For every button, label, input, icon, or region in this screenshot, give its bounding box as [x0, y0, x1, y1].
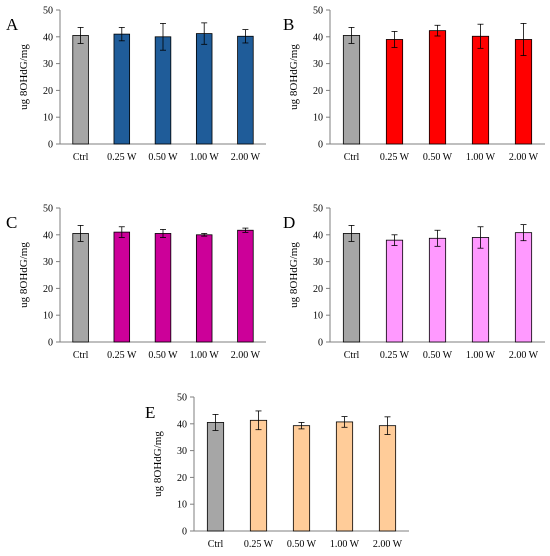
y-tick-label: 0 [182, 527, 187, 538]
y-tick-label: 0 [48, 140, 53, 151]
y-tick-label: 30 [43, 257, 53, 268]
bar-treatment [249, 419, 268, 532]
bar-treatment [154, 233, 172, 343]
y-tick-label: 10 [313, 311, 323, 322]
bar-treatment [385, 39, 404, 145]
x-tick-label: 1.00 W [466, 152, 496, 163]
x-tick-label: 2.00 W [509, 152, 539, 163]
y-tick-label: 40 [313, 32, 323, 43]
x-tick-label: 1.00 W [466, 350, 496, 361]
y-tick-label: 30 [313, 257, 323, 268]
bar-ctrl [72, 35, 89, 145]
y-tick-label: 40 [43, 32, 53, 43]
y-axis-label: ug 8OHdG/mg [18, 242, 30, 308]
x-tick-label: 0.25 W [380, 350, 410, 361]
x-tick-label: Ctrl [344, 350, 360, 361]
x-tick-label: 2.00 W [373, 539, 403, 550]
x-tick-label: 1.00 W [190, 152, 220, 163]
x-tick-label: 1.00 W [330, 539, 360, 550]
bar-treatment [292, 425, 311, 532]
bar-treatment [154, 36, 172, 145]
x-tick-label: 0.25 W [244, 539, 274, 550]
y-tick-label: 20 [43, 86, 53, 97]
bar-treatment [335, 421, 354, 532]
y-tick-label: 40 [177, 419, 187, 430]
bar-treatment [428, 30, 447, 145]
bar-ctrl [206, 422, 225, 532]
bar-ctrl [342, 233, 361, 343]
chart-panel-d: Dug 8OHdG/mg 0 10 20 30 40 50 Ctrl 0.25 W 0.50 W 1… [283, 204, 545, 361]
bar-treatment [385, 239, 404, 343]
x-tick-label: 0.25 W [107, 152, 137, 163]
panel-letter: B [283, 15, 294, 34]
bar-treatment [378, 425, 397, 532]
bar-treatment [514, 232, 533, 343]
x-tick-label: 2.00 W [231, 152, 261, 163]
y-tick-label: 20 [43, 284, 53, 295]
x-tick-label: 2.00 W [231, 350, 261, 361]
x-tick-label: 0.50 W [423, 152, 453, 163]
y-tick-label: 30 [43, 59, 53, 70]
chart-panel-c: Cug 8OHdG/mg 0 10 20 30 40 50 Ctrl 0.25 W 0.50 W 1… [6, 204, 266, 361]
panel-letter: D [283, 213, 295, 232]
bar-treatment [113, 231, 131, 343]
bar-treatment [471, 237, 490, 343]
bar-ctrl [342, 35, 361, 145]
y-tick-label: 30 [177, 446, 187, 457]
panel-letter: A [6, 15, 19, 34]
bar-treatment [237, 35, 254, 145]
y-tick-label: 0 [48, 338, 53, 349]
y-axis-label: ug 8OHdG/mg [18, 44, 30, 110]
y-tick-label: 30 [313, 59, 323, 70]
x-tick-label: Ctrl [73, 152, 89, 163]
panel-letter: C [6, 213, 17, 232]
x-tick-label: 0.50 W [423, 350, 453, 361]
bar-treatment [113, 33, 131, 145]
chart-panel-b: Bug 8OHdG/mg 0 10 20 30 40 50 Ctrl 0.25 W 0.50 W 1… [283, 6, 545, 163]
x-tick-label: Ctrl [208, 539, 224, 550]
chart-panel-e: Eug 8OHdG/mg 0 10 20 30 40 50 Ctrl 0.25 W 0.50 W 1… [145, 393, 409, 550]
bar-treatment [195, 234, 213, 343]
bar-ctrl [72, 233, 89, 343]
bar-treatment [237, 229, 254, 343]
y-tick-label: 50 [43, 204, 53, 215]
y-tick-label: 40 [313, 230, 323, 241]
y-tick-label: 20 [313, 284, 323, 295]
y-tick-label: 40 [43, 230, 53, 241]
x-tick-label: 0.25 W [107, 350, 137, 361]
y-tick-label: 50 [43, 6, 53, 17]
x-tick-label: 2.00 W [509, 350, 539, 361]
y-tick-label: 10 [313, 113, 323, 124]
y-axis-label: ug 8OHdG/mg [288, 44, 300, 110]
y-tick-label: 20 [177, 473, 187, 484]
y-axis-label: ug 8OHdG/mg [288, 242, 300, 308]
y-tick-label: 10 [43, 113, 53, 124]
x-tick-label: Ctrl [344, 152, 360, 163]
bar-treatment [471, 35, 490, 145]
x-tick-label: 1.00 W [190, 350, 220, 361]
y-tick-label: 0 [318, 140, 323, 151]
y-tick-label: 20 [313, 86, 323, 97]
x-tick-label: 0.50 W [148, 350, 178, 361]
x-tick-label: 0.50 W [148, 152, 178, 163]
x-tick-label: 0.25 W [380, 152, 410, 163]
bar-treatment [195, 33, 213, 145]
y-tick-label: 0 [318, 338, 323, 349]
panel-letter: E [145, 403, 155, 422]
y-tick-label: 50 [313, 6, 323, 17]
y-tick-label: 50 [177, 393, 187, 404]
x-tick-label: 0.50 W [287, 539, 317, 550]
bar-treatment [428, 237, 447, 343]
y-tick-label: 10 [43, 311, 53, 322]
chart-panel-a: Aug 8OHdG/mg 0 10 20 30 40 50 Ctrl 0.25 W 0.50 W 1… [6, 6, 266, 163]
y-axis-label: ug 8OHdG/mg [152, 431, 164, 497]
y-tick-label: 50 [313, 204, 323, 215]
x-tick-label: Ctrl [73, 350, 89, 361]
y-tick-label: 10 [177, 500, 187, 511]
